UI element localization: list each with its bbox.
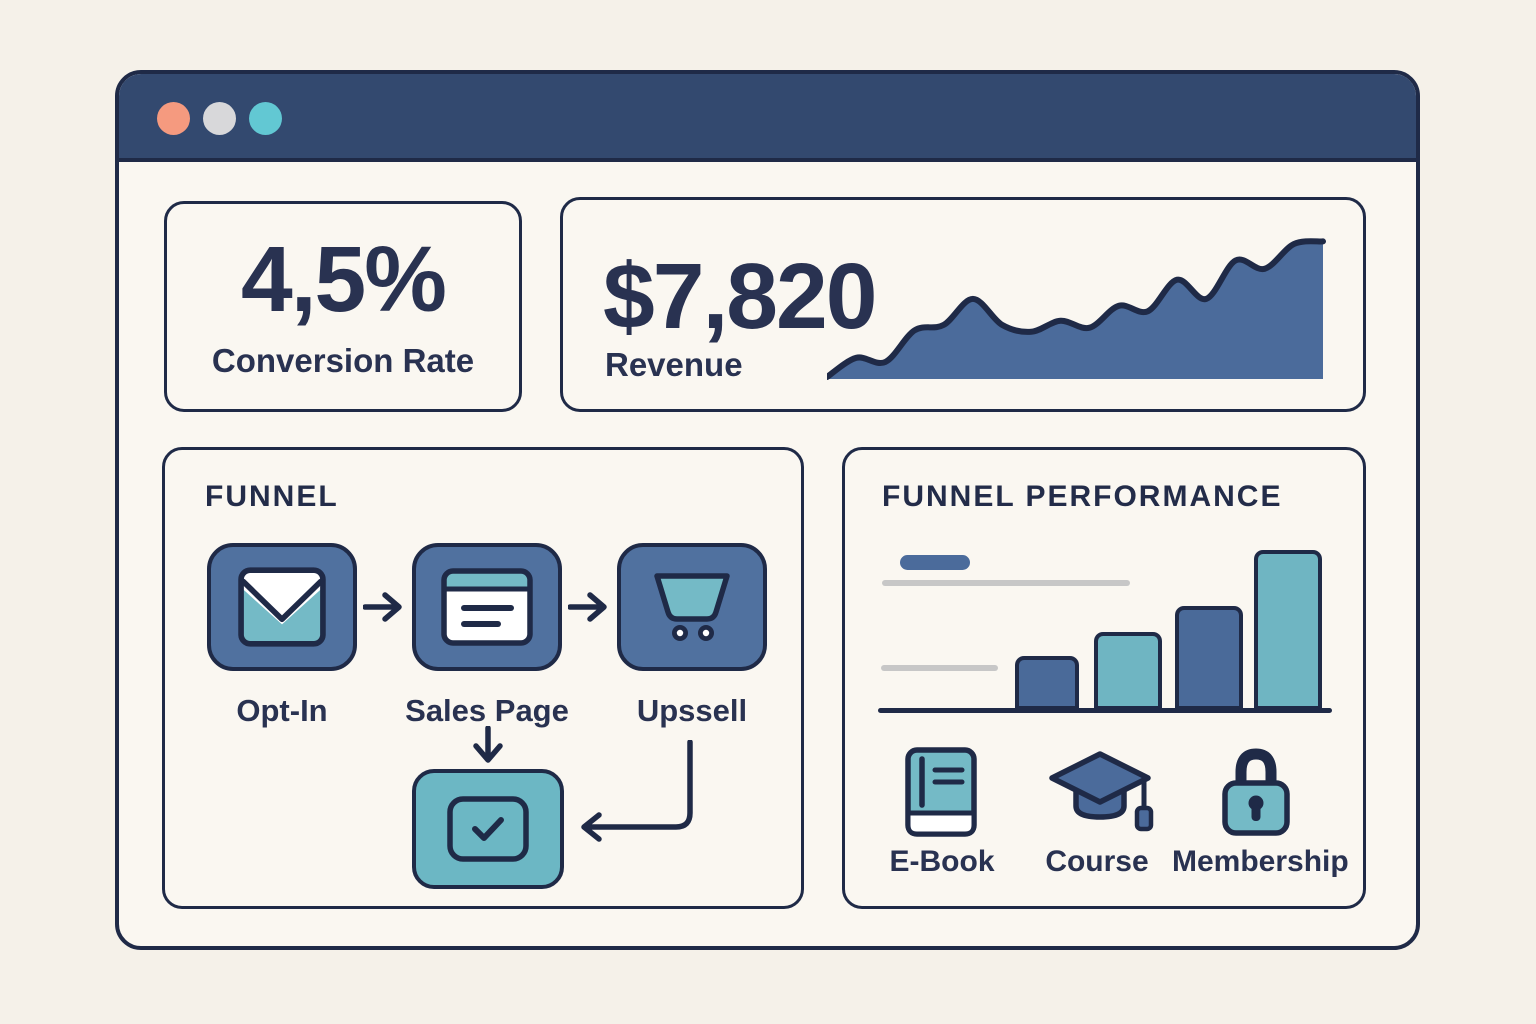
revenue-value: $7,820 — [603, 244, 877, 348]
cart-icon — [654, 573, 730, 641]
conversion-rate-value: 4,5% — [241, 227, 447, 331]
conversion-rate-label: Conversion Rate — [211, 342, 475, 379]
browser-window: 4,5% Conversion Rate $7,820 Revenue FUNN… — [115, 70, 1420, 950]
funnel-step-sales-page — [412, 543, 562, 671]
conversion-rate-card: 4,5% Conversion Rate — [164, 201, 522, 412]
funnel-card: FUNNEL — [162, 447, 804, 909]
funnel-step-upsell — [617, 543, 767, 671]
funnel-step-opt-in — [207, 543, 357, 671]
revenue-area-chart — [827, 238, 1326, 380]
performance-bar-1 — [1015, 656, 1079, 710]
book-icon — [905, 747, 977, 837]
funnel-performance-card: FUNNEL PERFORMANCE — [842, 447, 1366, 909]
performance-bar-2 — [1094, 632, 1162, 710]
product-label-ebook: E-Book — [889, 845, 995, 878]
arrow-right-icon — [568, 592, 607, 622]
arrow-down-icon — [473, 726, 503, 763]
performance-bar-chart — [880, 450, 1332, 710]
funnel-completion-tile — [412, 769, 564, 889]
envelope-icon — [238, 567, 326, 647]
revenue-label: Revenue — [605, 346, 743, 383]
product-label-course: Course — [1045, 845, 1149, 878]
arrow-right-icon — [363, 592, 402, 622]
funnel-title: FUNNEL — [205, 480, 339, 513]
arrow-elbow-left-icon — [581, 740, 693, 842]
legend-swatch — [900, 555, 970, 570]
performance-bar-3 — [1175, 606, 1243, 710]
browser-titlebar — [119, 74, 1416, 162]
lock-icon — [1222, 748, 1290, 836]
product-label-membership: Membership — [1172, 845, 1349, 878]
zoom-button[interactable] — [249, 102, 282, 135]
checkbox-check-icon — [447, 796, 529, 862]
placeholder-line — [881, 665, 998, 671]
sales-page-icon — [441, 568, 533, 646]
step-label-opt-in: Opt-In — [236, 693, 328, 728]
performance-bar-4 — [1254, 550, 1322, 710]
placeholder-line — [882, 580, 1130, 586]
funnel-performance-title: FUNNEL PERFORMANCE — [882, 480, 1283, 513]
step-label-sales-page: Sales Page — [405, 693, 569, 728]
graduation-cap-icon — [1049, 751, 1154, 832]
minimize-button[interactable] — [203, 102, 236, 135]
revenue-card: $7,820 Revenue — [560, 197, 1366, 412]
close-button[interactable] — [157, 102, 190, 135]
step-label-upsell: Upssell — [636, 693, 748, 728]
x-axis-line — [878, 708, 1332, 713]
